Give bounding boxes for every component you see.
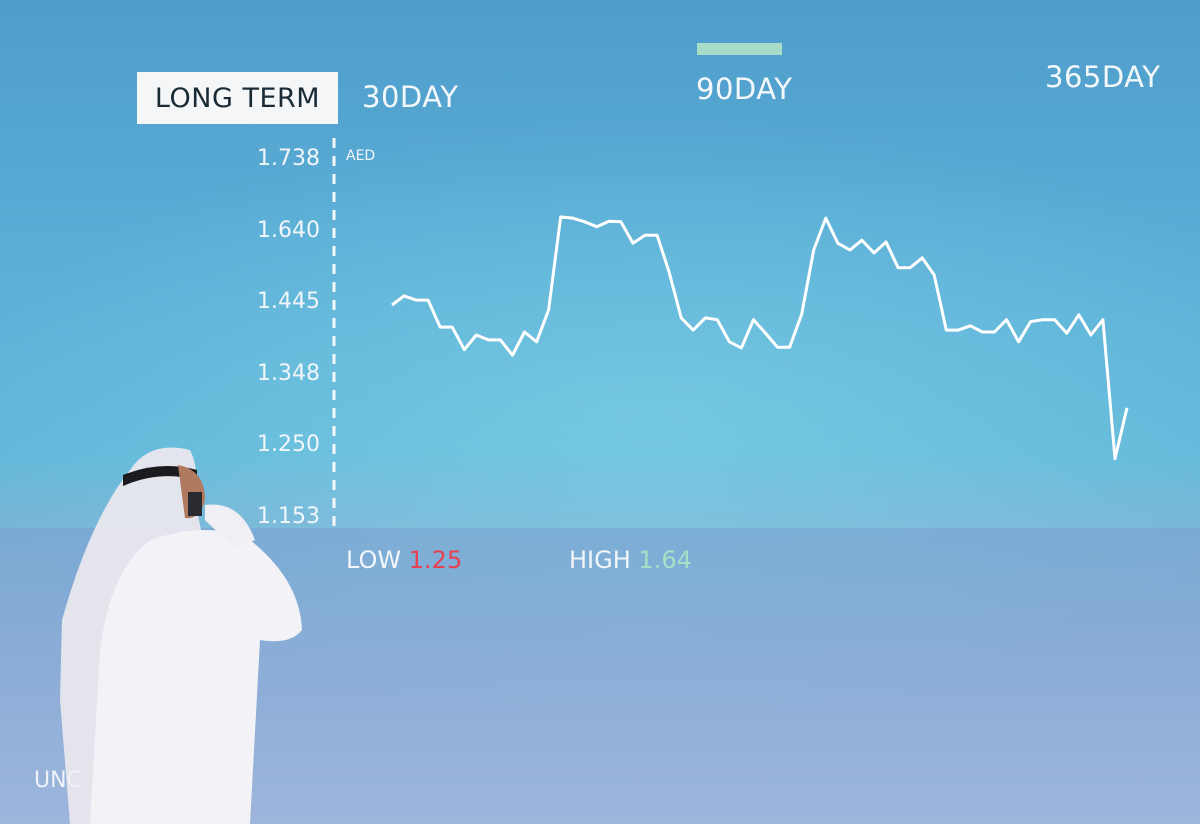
- person-arm: [205, 504, 255, 548]
- person-silhouette: [60, 447, 302, 824]
- tab-365day[interactable]: 365DAY: [1045, 60, 1161, 94]
- selected-range-indicator: [697, 43, 782, 55]
- phone-icon: [188, 492, 202, 516]
- y-tick-label: 1.348: [257, 360, 320, 386]
- high-label: HIGH: [569, 546, 631, 574]
- y-axis-unit: AED: [346, 148, 376, 164]
- low-stat: LOW 1.25: [346, 546, 462, 574]
- tab-90day[interactable]: 90DAY: [696, 72, 793, 106]
- high-value: 1.64: [638, 546, 692, 574]
- person-agal: [123, 466, 197, 486]
- y-tick-label: 1.250: [257, 432, 320, 458]
- tab-long-term[interactable]: LONG TERM: [137, 72, 338, 124]
- y-tick-label: 1.445: [257, 289, 320, 315]
- y-tick-label: 1.738: [257, 146, 320, 171]
- low-value: 1.25: [408, 546, 463, 574]
- low-label: LOW: [346, 546, 402, 574]
- y-tick-label: 1.153: [257, 504, 320, 529]
- footer-partial-text: UNC: [34, 768, 82, 793]
- person-thobe: [90, 530, 302, 824]
- tab-30day[interactable]: 30DAY: [362, 80, 459, 114]
- price-line: [391, 215, 1129, 461]
- high-stat: HIGH 1.64: [569, 546, 692, 574]
- y-tick-label: 1.640: [257, 217, 320, 243]
